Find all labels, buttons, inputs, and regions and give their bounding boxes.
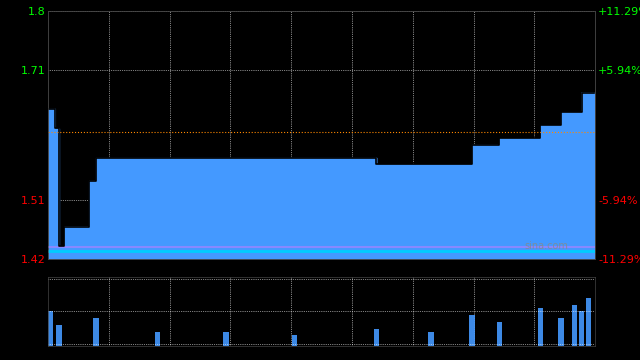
Bar [579, 311, 584, 346]
Bar [469, 315, 475, 346]
Bar [223, 332, 228, 346]
Bar [93, 318, 99, 346]
Bar [155, 332, 160, 346]
Bar [497, 322, 502, 346]
Bar [538, 308, 543, 346]
Bar [56, 325, 61, 346]
Bar [428, 332, 434, 346]
Text: sina.com: sina.com [524, 241, 568, 251]
Bar [291, 336, 297, 346]
Bar [48, 311, 54, 346]
Bar [374, 328, 379, 346]
Bar [558, 318, 564, 346]
Bar [572, 305, 577, 346]
Bar [586, 298, 591, 346]
